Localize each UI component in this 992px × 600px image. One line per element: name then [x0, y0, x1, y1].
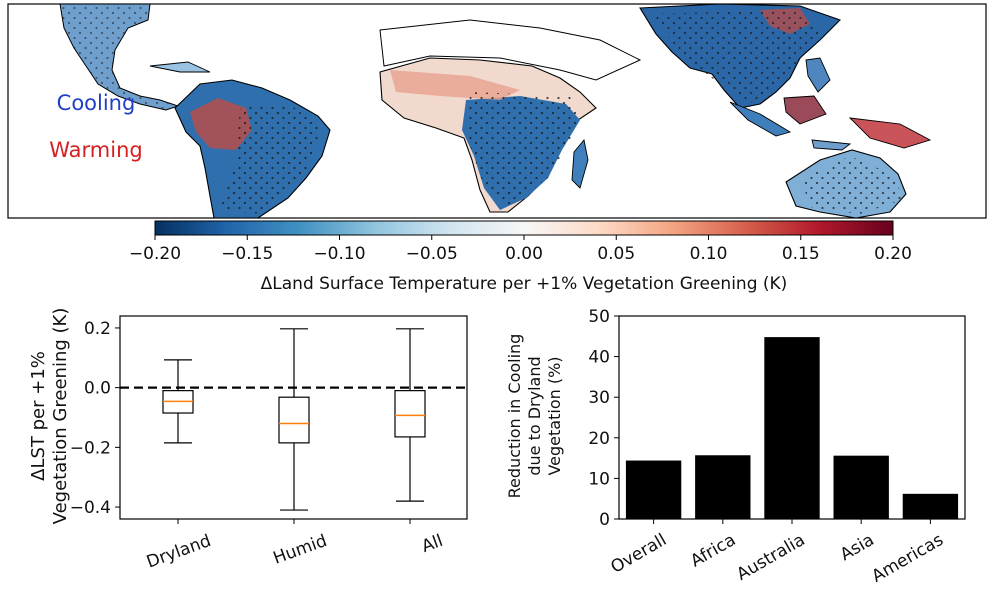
colorbar-ticks: −0.20 −0.15 −0.10 −0.05 0.00 0.05 0.10 0.15 0.20 — [129, 235, 912, 264]
barchart-y-tick-label: 50 — [588, 307, 610, 327]
map-panel: Cooling Warming — [7, 3, 987, 219]
legend-cooling-label: Cooling — [57, 91, 136, 115]
boxplot-ylabel-line2: Vegetation Greening (K) — [50, 308, 71, 525]
bar-australia — [764, 337, 820, 519]
region-africa-stipple — [468, 92, 580, 208]
barchart-x-tick-label: Australia — [733, 530, 808, 585]
barchart-x-tick-label: Overall — [607, 530, 670, 578]
colorbar-gradient — [154, 220, 894, 236]
boxplot-panel: 0.2 0.0 −0.2 −0.4 Dryland Humid All ΔLST per … — [28, 308, 468, 573]
boxplot-y-tick-label: −0.4 — [70, 498, 111, 518]
colorbar-label: ΔLand Surface Temperature per +1% Vegeta… — [261, 274, 788, 294]
colorbar-tick-label: 0.15 — [782, 244, 820, 264]
boxplot-ylabel-line1: ΔLST per +1% — [28, 351, 49, 481]
boxplot-x-axis: Dryland Humid All — [144, 519, 446, 573]
boxplot-x-tick-label: All — [419, 531, 446, 557]
boxplot-x-tick-label: Dryland — [144, 531, 214, 573]
colorbar-tick-label: −0.05 — [406, 244, 458, 264]
barchart-ylabel-line1: Reduction in Cooling — [505, 334, 524, 499]
boxplot-y-tick-label: 0.0 — [84, 379, 111, 399]
colorbar-tick-label: 0.10 — [690, 244, 728, 264]
colorbar-tick-label: −0.20 — [129, 244, 181, 264]
colorbar-tick-label: −0.10 — [313, 244, 365, 264]
bar-overall — [625, 460, 682, 519]
region-australia-stipple — [800, 156, 902, 214]
barchart-x-tick-label: Americas — [868, 530, 947, 587]
colorbar-tick-label: −0.15 — [221, 244, 273, 264]
colorbar-tick-label: 0.00 — [505, 244, 543, 264]
region-africa-warming — [390, 70, 520, 100]
region-sahara — [379, 19, 642, 81]
barchart-y-axis: 0 10 20 30 40 50 — [588, 307, 619, 530]
box-iqr — [394, 390, 426, 438]
boxplot-y-axis: 0.2 0.0 −0.2 −0.4 — [70, 319, 120, 518]
bar-africa — [695, 455, 751, 519]
region-islands-3 — [848, 117, 932, 149]
map-regions — [59, 4, 932, 218]
region-cuba — [149, 61, 211, 73]
region-south-america-stipple — [220, 104, 322, 214]
barchart-bars — [625, 337, 959, 519]
region-philippines — [805, 57, 831, 93]
barchart-y-tick-label: 20 — [588, 429, 610, 449]
region-islands-2 — [783, 95, 827, 125]
region-islands-4 — [811, 139, 852, 151]
colorbar-tick-label: 0.05 — [597, 244, 635, 264]
barchart-y-tick-label: 10 — [588, 469, 610, 489]
barchart-y-tick-label: 0 — [599, 510, 610, 530]
legend-warming-label: Warming — [49, 138, 143, 162]
boxplot-y-tick-label: 0.2 — [84, 319, 111, 339]
bar-americas — [902, 493, 959, 519]
barchart-x-tick-label: Asia — [837, 530, 878, 565]
region-south-america-warming — [190, 98, 252, 150]
region-asia-stipple — [650, 10, 820, 104]
barchart-ylabel-line3: Vegetation (%) — [545, 356, 564, 475]
colorbar-tick-label: 0.20 — [874, 244, 912, 264]
colorbar: −0.20 −0.15 −0.10 −0.05 0.00 0.05 0.10 0.15 0.20… — [129, 220, 912, 294]
region-madagascar — [571, 138, 589, 189]
region-islands-1 — [729, 101, 792, 137]
barchart-y-tick-label: 30 — [588, 388, 610, 408]
barchart-x-tick-label: Africa — [687, 530, 739, 572]
region-north-america-stipple — [60, 4, 178, 110]
boxplot-x-tick-label: Humid — [271, 531, 330, 569]
boxplot-y-tick-label: −0.2 — [70, 438, 111, 458]
barchart-y-tick-label: 40 — [588, 348, 610, 368]
boxplot-marks — [162, 328, 426, 511]
bar-asia — [833, 455, 889, 519]
barchart-ylabel-line2: due to Dryland — [525, 356, 544, 475]
box-iqr — [278, 396, 310, 444]
